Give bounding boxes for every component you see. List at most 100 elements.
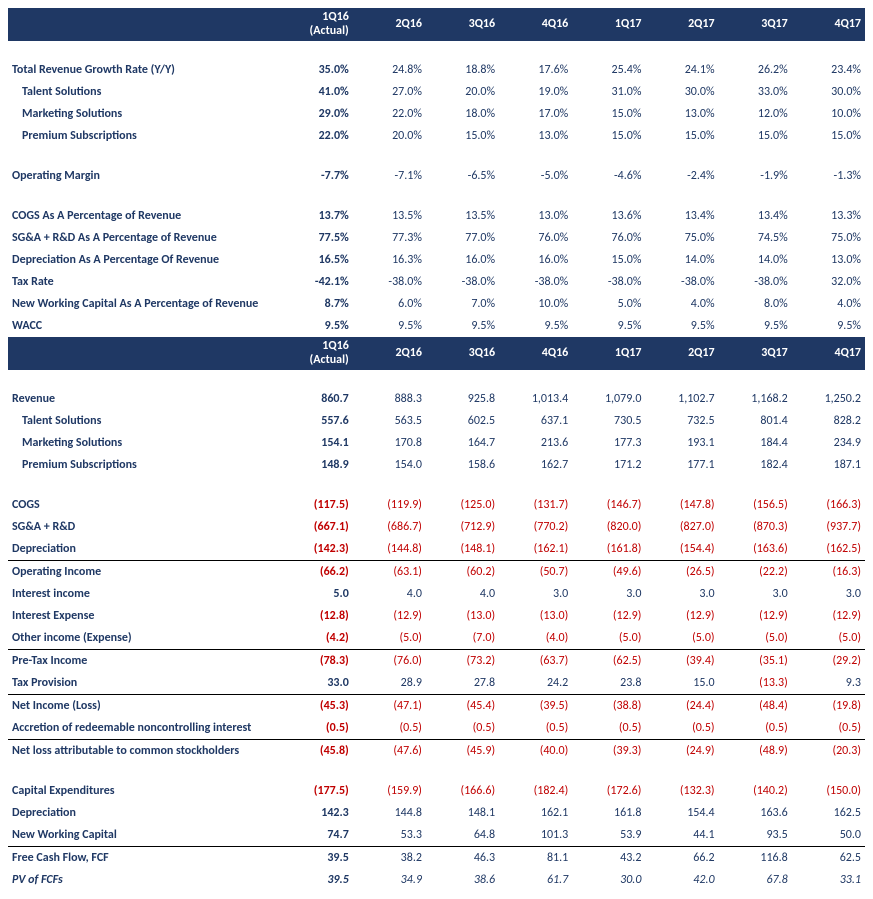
header-label-col (8, 337, 280, 370)
cell: 5.0% (572, 293, 645, 315)
cell: 154.4 (645, 802, 718, 824)
table-row: Total Revenue Growth Rate (Y/Y)35.0%24.8… (8, 59, 865, 81)
cell: (47.6) (353, 740, 426, 763)
cell: -38.0% (645, 271, 718, 293)
cell: 33.0 (280, 672, 353, 695)
cell: 637.1 (499, 410, 572, 432)
cell: (38.8) (572, 695, 645, 718)
table-row: Net Income (Loss)(45.3)(47.1)(45.4)(39.5… (8, 695, 865, 718)
cell: (20.3) (792, 740, 865, 763)
cell: (26.5) (645, 561, 718, 584)
cell: 1,250.2 (792, 388, 865, 410)
row-label: New Working Capital As A Percentage of R… (8, 293, 280, 315)
cell: 16.3% (353, 249, 426, 271)
cell: 101.3 (499, 824, 572, 847)
cell: (144.8) (353, 538, 426, 561)
row-label: SG&A + R&D (8, 516, 280, 538)
cell: 925.8 (426, 388, 499, 410)
cell: (162.1) (499, 538, 572, 561)
cell: 116.8 (719, 847, 792, 870)
cell: 162.7 (499, 454, 572, 476)
cell: (870.3) (719, 516, 792, 538)
table-row: New Working Capital74.753.364.8101.353.9… (8, 824, 865, 847)
cell: (62.5) (572, 650, 645, 673)
row-label: Net Income (Loss) (8, 695, 280, 718)
row-label: Depreciation (8, 802, 280, 824)
cell: (147.8) (645, 494, 718, 516)
cell: 18.8% (426, 59, 499, 81)
cell: (40.0) (499, 740, 572, 763)
header-col-4: 1Q17 (572, 8, 645, 41)
cell: 93.5 (719, 824, 792, 847)
cell: (45.8) (280, 740, 353, 763)
cell: (162.5) (792, 538, 865, 561)
cell: 34.9 (353, 869, 426, 891)
cell: (0.5) (719, 717, 792, 740)
cell: -2.4% (645, 165, 718, 187)
cell: (140.2) (719, 780, 792, 802)
cell: (39.3) (572, 740, 645, 763)
cell: 187.1 (792, 454, 865, 476)
cell: 557.6 (280, 410, 353, 432)
cell: 13.7% (280, 205, 353, 227)
cell: (172.6) (572, 780, 645, 802)
table-row: Pre-Tax Income(78.3)(76.0)(73.2)(63.7)(6… (8, 650, 865, 673)
financial-table: 1Q16 (Actual)2Q163Q164Q161Q172Q173Q174Q1… (8, 8, 865, 891)
cell: (63.1) (353, 561, 426, 584)
table-row (8, 147, 865, 165)
cell: 18.0% (426, 103, 499, 125)
cell: (13.0) (499, 605, 572, 627)
header-col-7: 4Q17 (792, 337, 865, 370)
row-label: COGS As A Percentage of Revenue (8, 205, 280, 227)
cell: 148.1 (426, 802, 499, 824)
table-row (8, 41, 865, 60)
cell: 177.3 (572, 432, 645, 454)
cell: (166.3) (792, 494, 865, 516)
cell: 1,013.4 (499, 388, 572, 410)
cell: (66.2) (280, 561, 353, 584)
cell: (154.4) (645, 538, 718, 561)
cell: (132.3) (645, 780, 718, 802)
cell: 20.0% (426, 81, 499, 103)
table-row: Net loss attributable to common stockhol… (8, 740, 865, 763)
cell: 76.0% (572, 227, 645, 249)
cell: (0.5) (645, 717, 718, 740)
cell: (19.8) (792, 695, 865, 718)
cell: 31.0% (572, 81, 645, 103)
cell: (163.6) (719, 538, 792, 561)
cell: 563.5 (353, 410, 426, 432)
table-row (8, 187, 865, 205)
table1-body: Total Revenue Growth Rate (Y/Y)35.0%24.8… (8, 41, 865, 338)
cell: 14.0% (719, 249, 792, 271)
cell: (13.3) (719, 672, 792, 695)
cell: (12.9) (572, 605, 645, 627)
table-row: Revenue860.7888.3925.81,013.41,079.01,10… (8, 388, 865, 410)
cell: 9.5% (280, 315, 353, 337)
cell: 164.7 (426, 432, 499, 454)
header-col-1: 2Q16 (353, 8, 426, 41)
cell: 24.8% (353, 59, 426, 81)
cell: 67.8 (719, 869, 792, 891)
header-col-6: 3Q17 (719, 8, 792, 41)
cell: 14.0% (645, 249, 718, 271)
table-row: PV of FCFs39.534.938.661.730.042.067.833… (8, 869, 865, 891)
cell: 27.0% (353, 81, 426, 103)
table-row: Talent Solutions557.6563.5602.5637.1730.… (8, 410, 865, 432)
table-row: SG&A + R&D As A Percentage of Revenue77.… (8, 227, 865, 249)
cell: (45.9) (426, 740, 499, 763)
table-row: Depreciation(142.3)(144.8)(148.1)(162.1)… (8, 538, 865, 561)
cell: (177.5) (280, 780, 353, 802)
cell: 75.0% (792, 227, 865, 249)
cell: 15.0% (426, 125, 499, 147)
cell: 42.0 (645, 869, 718, 891)
table-row: Depreciation As A Percentage Of Revenue1… (8, 249, 865, 271)
cell: (146.7) (572, 494, 645, 516)
cell: (29.2) (792, 650, 865, 673)
cell: (73.2) (426, 650, 499, 673)
cell: (12.9) (792, 605, 865, 627)
cell: 19.0% (499, 81, 572, 103)
cell: -4.6% (572, 165, 645, 187)
cell: 15.0% (792, 125, 865, 147)
cell: 23.4% (792, 59, 865, 81)
cell: (60.2) (426, 561, 499, 584)
